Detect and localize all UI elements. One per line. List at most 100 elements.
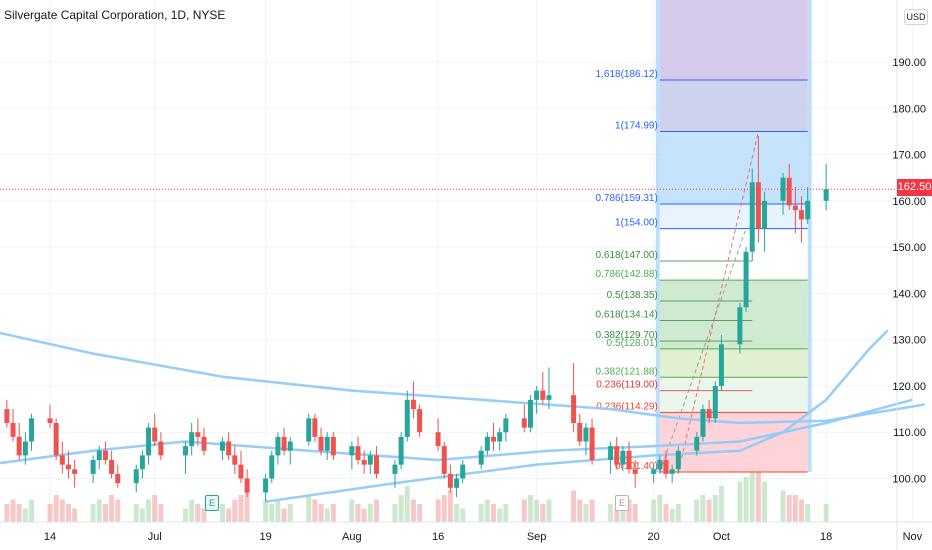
fib-level-label: 0.5(138.35)	[607, 290, 658, 301]
candle-body	[460, 464, 466, 479]
candle-body	[762, 200, 768, 229]
volume-bar	[244, 490, 250, 522]
candle-body	[109, 460, 115, 474]
fib-level-label: 0.382(129.70)	[596, 330, 658, 341]
candle-body	[786, 177, 792, 206]
price-tick-label: 110.00	[893, 427, 926, 439]
candle-body	[546, 395, 552, 400]
time-tick-label: 18	[820, 531, 832, 543]
candle-body	[447, 473, 453, 488]
fib-trend-line	[677, 131, 759, 473]
time-tick-label: Aug	[342, 531, 362, 543]
candle-body	[29, 418, 35, 442]
candle-body	[743, 251, 749, 308]
candle-body	[521, 418, 527, 428]
fib-level-label: 0.236(114.29)	[596, 401, 658, 412]
candle-body	[22, 441, 28, 456]
candle-body	[152, 427, 158, 442]
volume-bar	[115, 499, 121, 522]
volume-bar	[657, 495, 663, 522]
candle-body	[361, 460, 367, 465]
fib-range-edge	[655, 0, 660, 473]
volume-bar	[398, 495, 404, 522]
volume-bar	[330, 504, 336, 522]
volume-bar	[355, 504, 361, 522]
candle-body	[503, 418, 509, 433]
price-tick-label: 180.00	[892, 103, 926, 115]
volume-bar	[10, 499, 16, 522]
candle-body	[47, 418, 53, 423]
volume-bar	[404, 486, 410, 522]
volume-bar	[65, 504, 71, 522]
volume-bar	[90, 504, 96, 522]
volume-bar	[749, 468, 755, 522]
volume-bar	[651, 499, 657, 522]
candle-body	[244, 478, 250, 493]
time-tick-label: 14	[44, 531, 56, 543]
volume-bar	[712, 495, 718, 522]
candle-body	[392, 464, 398, 474]
candle-body	[491, 436, 497, 442]
volume-bar	[626, 499, 632, 522]
fib-trend-line	[659, 228, 747, 473]
candle-body	[275, 436, 281, 456]
time-axis[interactable]: 14Jul19Aug16Sep20Oct18Nov15Dec13	[0, 521, 932, 543]
candle-body	[614, 446, 620, 465]
candle-body	[72, 469, 78, 474]
fib-level-label: 0.618(147.00)	[596, 250, 658, 261]
price-tick-label: 150.00	[892, 242, 926, 254]
candle-body	[318, 436, 324, 451]
candle-body	[238, 464, 244, 479]
fib-level-label: 0.5(128.01)	[607, 338, 658, 349]
candle-body	[53, 422, 59, 456]
candle-body	[195, 432, 201, 437]
volume-bar	[29, 499, 35, 522]
time-tick-label: 19	[259, 531, 271, 543]
fib-level-label: 1(174.99)	[615, 120, 658, 131]
volume-bar	[546, 499, 552, 522]
fib-level-label: 0(101.40)	[615, 461, 658, 472]
volume-bar	[460, 508, 466, 522]
candle-body	[158, 441, 164, 456]
chart-title: Silvergate Capital Corporation, 1D, NYSE	[4, 8, 226, 22]
volume-bar	[139, 508, 145, 522]
volume-bar	[201, 508, 207, 522]
price-tick-label: 120.00	[892, 381, 926, 393]
candle-body	[737, 307, 743, 345]
currency-badge[interactable]: USD	[904, 9, 928, 25]
candle-body	[263, 478, 269, 493]
fib-zone	[659, 228, 808, 281]
moving-average-line	[0, 331, 925, 425]
volume-bar	[306, 495, 312, 522]
volume-bar	[583, 504, 589, 522]
time-tick-label: Jul	[148, 531, 162, 543]
candle-body	[669, 469, 675, 474]
candle-body	[694, 436, 700, 451]
volume-bar	[663, 504, 669, 522]
volume-bar	[589, 499, 595, 522]
price-axis[interactable]: 190.00 180.00 170.00 160.00 150.00 140.00 130.…	[892, 0, 926, 550]
volume-bar	[287, 504, 293, 522]
volume-bar	[718, 486, 724, 522]
earnings-upcoming-icon[interactable]: E	[615, 495, 629, 511]
volume-bar	[226, 508, 232, 522]
last-price-tag: 162.50	[897, 179, 932, 196]
volume-bar	[16, 504, 22, 522]
volume-bar	[152, 495, 158, 522]
volume-bar	[694, 499, 700, 522]
volume-bar	[577, 499, 583, 522]
fib-level-label: 0.236(119.00)	[596, 380, 658, 391]
moving-averages	[0, 329, 925, 503]
earnings-reported-icon[interactable]: E	[205, 495, 219, 511]
time-tick-label: Oct	[713, 531, 730, 543]
candles	[4, 136, 829, 502]
fib-zone	[659, 280, 808, 349]
volume-bar	[454, 504, 460, 522]
fibonacci-retracement[interactable]: 1.618(186.12) 1(174.99) 0.786(159.31) 1(154…	[596, 0, 812, 473]
candle-body	[398, 436, 404, 465]
volume-bar	[762, 481, 768, 522]
time-tick-label: 16	[432, 531, 444, 543]
candle-body	[632, 469, 638, 474]
